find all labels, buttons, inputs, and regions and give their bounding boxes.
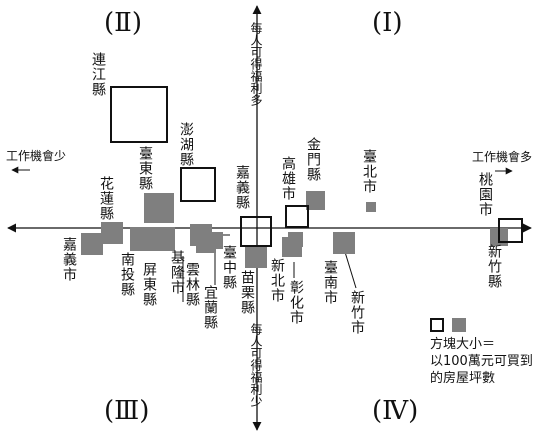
square-miaoli: [245, 246, 267, 268]
square-kinmen: [306, 191, 325, 210]
square-taipei-city: [366, 202, 376, 212]
square-tainan: [333, 232, 355, 254]
square-hualien: [101, 222, 123, 244]
label-penghu: 澎湖縣: [178, 122, 194, 167]
legend-line-3: 的房屋坪數: [430, 371, 496, 386]
quadrant-1-label: (Ⅰ): [372, 8, 403, 38]
square-taoyuan: [498, 218, 523, 243]
label-hualien: 花蓮縣: [98, 176, 114, 221]
label-taoyuan: 桃園市: [477, 172, 493, 217]
label-taitung: 臺東縣: [137, 146, 153, 191]
label-taichung: 臺中縣: [221, 245, 237, 290]
axis-bottom-label: 每人可得福利少: [249, 323, 263, 407]
label-keelung: 基隆市: [169, 250, 185, 295]
square-taichung: [206, 232, 223, 249]
label-yilan: 宜蘭縣: [202, 285, 218, 330]
quadrant-4-label: (Ⅳ): [372, 396, 419, 426]
legend-outline-square: [430, 318, 444, 332]
label-new-taipei: 新北市: [269, 258, 285, 303]
square-kaohsiung: [285, 205, 309, 228]
square-chiayi-city: [81, 233, 103, 255]
label-miaoli: 苗栗縣: [239, 270, 255, 315]
label-pingtung: 屏東縣: [141, 262, 157, 307]
label-nantou: 南投縣: [119, 252, 135, 297]
square-changhua: [288, 232, 303, 247]
square-chiayi-county: [240, 216, 272, 247]
square-taitung: [144, 193, 174, 223]
label-hsinchu-city: 新竹市: [349, 290, 365, 335]
label-hsinchu-county: 新竹縣: [486, 244, 502, 289]
square-pingtung: [150, 227, 175, 251]
axis-right-label: 工作機會多: [472, 150, 533, 164]
axis-left-label: 工作機會少: [6, 149, 67, 163]
label-lianjiang: 連江縣: [90, 52, 106, 97]
label-taipei-city: 臺北市: [361, 149, 377, 194]
square-penghu: [180, 167, 216, 202]
label-kinmen: 金門縣: [305, 137, 321, 182]
label-changhua: 彰化市: [288, 280, 304, 325]
legend-filled-square: [452, 318, 466, 332]
label-chiayi-city: 嘉義市: [61, 237, 77, 282]
legend-line-1: 方塊大小＝: [430, 337, 496, 352]
label-yunlin: 雲林縣: [184, 262, 200, 307]
legend-line-2: 以100萬元可買到: [430, 354, 533, 369]
label-chiayi-county: 嘉義縣: [234, 165, 250, 210]
label-tainan: 臺南市: [322, 260, 338, 305]
quadrant-2-label: (Ⅱ): [104, 8, 142, 38]
axis-top-label: 每人可得福利多: [249, 22, 263, 106]
quadrant-3-label: (Ⅲ): [104, 396, 150, 426]
label-kaohsiung: 高雄市: [280, 156, 296, 201]
square-lianjiang: [110, 86, 168, 143]
